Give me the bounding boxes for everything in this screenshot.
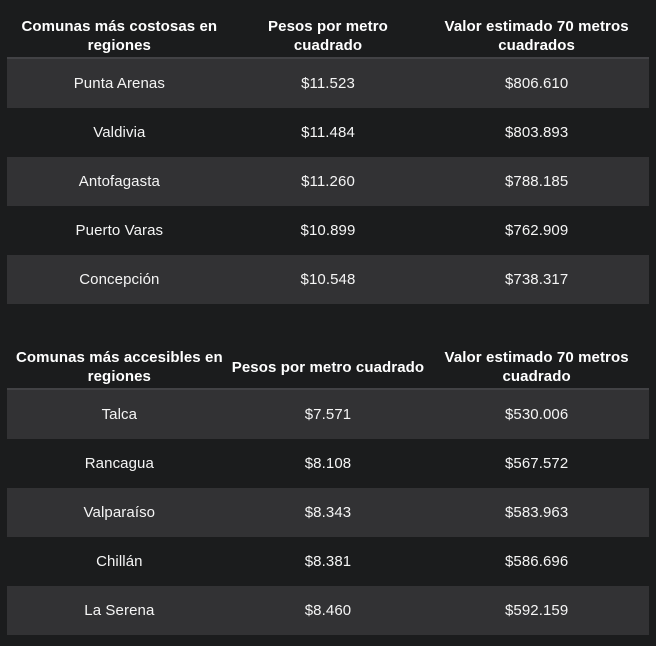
comuna-cell: Valdivia xyxy=(93,124,146,141)
price-per-m2-cell: $10.548 xyxy=(300,271,356,288)
price-per-m2-cell: $8.343 xyxy=(304,504,352,521)
comuna-cell: Antofagasta xyxy=(78,173,160,190)
comuna-cell: Chillán xyxy=(96,553,143,570)
comuna-cell: Puerto Varas xyxy=(75,222,164,239)
estimated-value-cell: $738.317 xyxy=(504,271,569,288)
price-per-m2-cell: $10.899 xyxy=(300,222,356,239)
estimated-value-cell: $803.893 xyxy=(504,124,569,141)
table-row: Antofagasta $11.260 $788.185 xyxy=(7,157,649,206)
column-header-pesos-m2-label: Pesos por metro cuadrado xyxy=(268,18,388,54)
estimated-value-cell: $567.572 xyxy=(504,455,569,472)
table-row: Chillán $8.381 $586.696 xyxy=(7,537,649,586)
price-per-m2-cell: $8.381 xyxy=(304,553,352,570)
table-header-row: Comunas más costosas en regiones Pesos p… xyxy=(7,0,649,57)
table-row: Rancagua $8.108 $567.572 xyxy=(7,439,649,488)
comuna-cell: Concepción xyxy=(79,271,160,288)
table-body: Punta Arenas $11.523 $806.610 Valdivia $… xyxy=(7,57,649,304)
table-row: La Serena $8.460 $592.159 xyxy=(7,586,649,635)
table-row: Puerto Varas $10.899 $762.909 xyxy=(7,206,649,255)
comuna-cell: Punta Arenas xyxy=(73,75,165,92)
estimated-value-cell: $806.610 xyxy=(504,75,569,92)
price-per-m2-cell: $11.260 xyxy=(301,173,355,190)
table-row: Talca $7.571 $530.006 xyxy=(7,390,649,439)
column-header-comunas-accesibles: Comunas más accesibles en regiones xyxy=(15,349,223,385)
column-header-valor-70m2: Valor estimado 70 metros cuadrado xyxy=(444,349,629,385)
column-header-comunas-costosas: Comunas más costosas en regiones xyxy=(21,18,218,54)
table-row: Concepción $10.548 $738.317 xyxy=(7,255,649,304)
estimated-value-cell: $788.185 xyxy=(504,173,569,190)
column-header-valor-70m2: Valor estimado 70 metros cuadrados xyxy=(444,18,629,54)
estimated-value-cell: $583.963 xyxy=(504,504,569,521)
column-header-pesos-m2: Pesos por metro cuadrado xyxy=(232,17,425,55)
comuna-cell: Valparaíso xyxy=(83,504,156,521)
estimated-value-cell: $586.696 xyxy=(504,553,569,570)
estimated-value-cell: $530.006 xyxy=(504,406,569,423)
table-header-row: Comunas más accesibles en regiones Pesos… xyxy=(7,331,649,388)
estimated-value-cell: $762.909 xyxy=(504,222,569,239)
table-body: Talca $7.571 $530.006 Rancagua $8.108 $5… xyxy=(7,388,649,635)
comuna-cell: La Serena xyxy=(84,602,155,619)
table-most-expensive: Comunas más costosas en regiones Pesos p… xyxy=(0,0,656,304)
price-per-m2-cell: $7.571 xyxy=(304,406,352,423)
table-row: Valdivia $11.484 $803.893 xyxy=(7,108,649,157)
estimated-value-cell: $592.159 xyxy=(504,602,569,619)
price-per-m2-cell: $8.108 xyxy=(304,455,352,472)
comuna-cell: Talca xyxy=(101,406,138,423)
comuna-cell: Rancagua xyxy=(84,455,154,472)
price-per-m2-cell: $8.460 xyxy=(304,602,352,619)
column-header-pesos-m2: Pesos por metro cuadrado xyxy=(231,358,425,376)
table-row: Valparaíso $8.343 $583.963 xyxy=(7,488,649,537)
table-row: Punta Arenas $11.523 $806.610 xyxy=(7,59,649,108)
price-per-m2-cell: $11.523 xyxy=(301,75,355,92)
table-most-affordable: Comunas más accesibles en regiones Pesos… xyxy=(0,331,656,635)
price-per-m2-cell: $11.484 xyxy=(301,124,355,141)
